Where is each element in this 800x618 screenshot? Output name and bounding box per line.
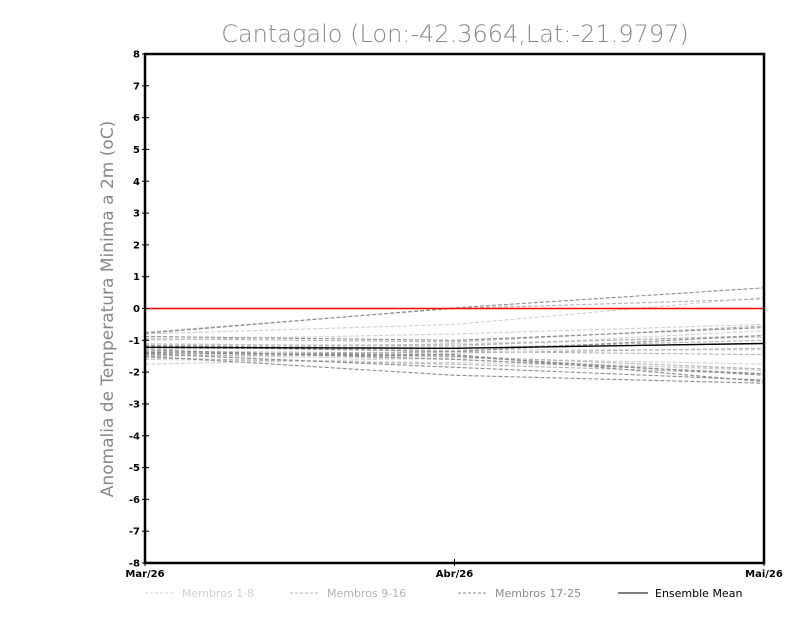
y-tick-label: 0 (133, 304, 140, 315)
x-tick-label: Mai/26 (745, 569, 783, 580)
y-tick-label: 2 (133, 240, 140, 251)
y-tick-label: -2 (129, 368, 140, 379)
y-tick-label: 7 (133, 81, 140, 92)
member-line (144, 357, 765, 375)
y-tick-label: -7 (129, 527, 140, 538)
y-tick-label: 4 (133, 177, 140, 188)
legend-label: Membros 9-16 (327, 587, 406, 600)
member-line (144, 327, 765, 341)
y-tick-label: -3 (129, 399, 140, 410)
y-tick-label: -1 (129, 336, 140, 347)
y-tick-label: 8 (133, 50, 140, 61)
y-tick-label: 5 (133, 145, 140, 156)
y-tick-label: 1 (133, 272, 140, 283)
y-tick-label: 3 (133, 209, 140, 220)
x-tick-label: Abr/26 (436, 569, 473, 580)
legend-label: Ensemble Mean (655, 587, 742, 600)
member-line (144, 357, 765, 365)
member-line (144, 296, 765, 335)
y-axis-label: Anomalia de Temperatura Minima a 2m (oC) (98, 121, 118, 498)
y-tick-label: -6 (129, 495, 140, 506)
y-tick-label: -5 (129, 463, 140, 474)
legend: Membros 1-8 Membros 9-16 Membros 17-25 Ense… (145, 587, 742, 600)
member-line (144, 355, 765, 384)
member-line (144, 298, 765, 333)
y-axis: 8 7 6 5 4 3 2 1 0 -1 -2 -3 -4 -5 -6 -7 -8 (129, 50, 149, 570)
member-line (144, 347, 765, 354)
x-tick-label: Mar/26 (125, 569, 164, 580)
member-line (145, 334, 765, 346)
y-tick-label: -8 (129, 559, 140, 570)
plot-lines (144, 287, 765, 384)
y-tick-label: -4 (129, 431, 140, 442)
legend-label: Membros 1-8 (182, 587, 254, 600)
x-axis: Mar/26 Abr/26 Mai/26 (125, 559, 783, 580)
y-tick-label: 6 (133, 113, 140, 124)
member-line (144, 353, 765, 381)
chart-title: Cantagalo (Lon:-42.3664,Lat:-21.9797) (221, 20, 689, 48)
member-line (144, 287, 765, 334)
legend-label: Membros 17-25 (495, 587, 581, 600)
member-line (144, 352, 765, 383)
ensemble-mean-line (144, 342, 765, 349)
